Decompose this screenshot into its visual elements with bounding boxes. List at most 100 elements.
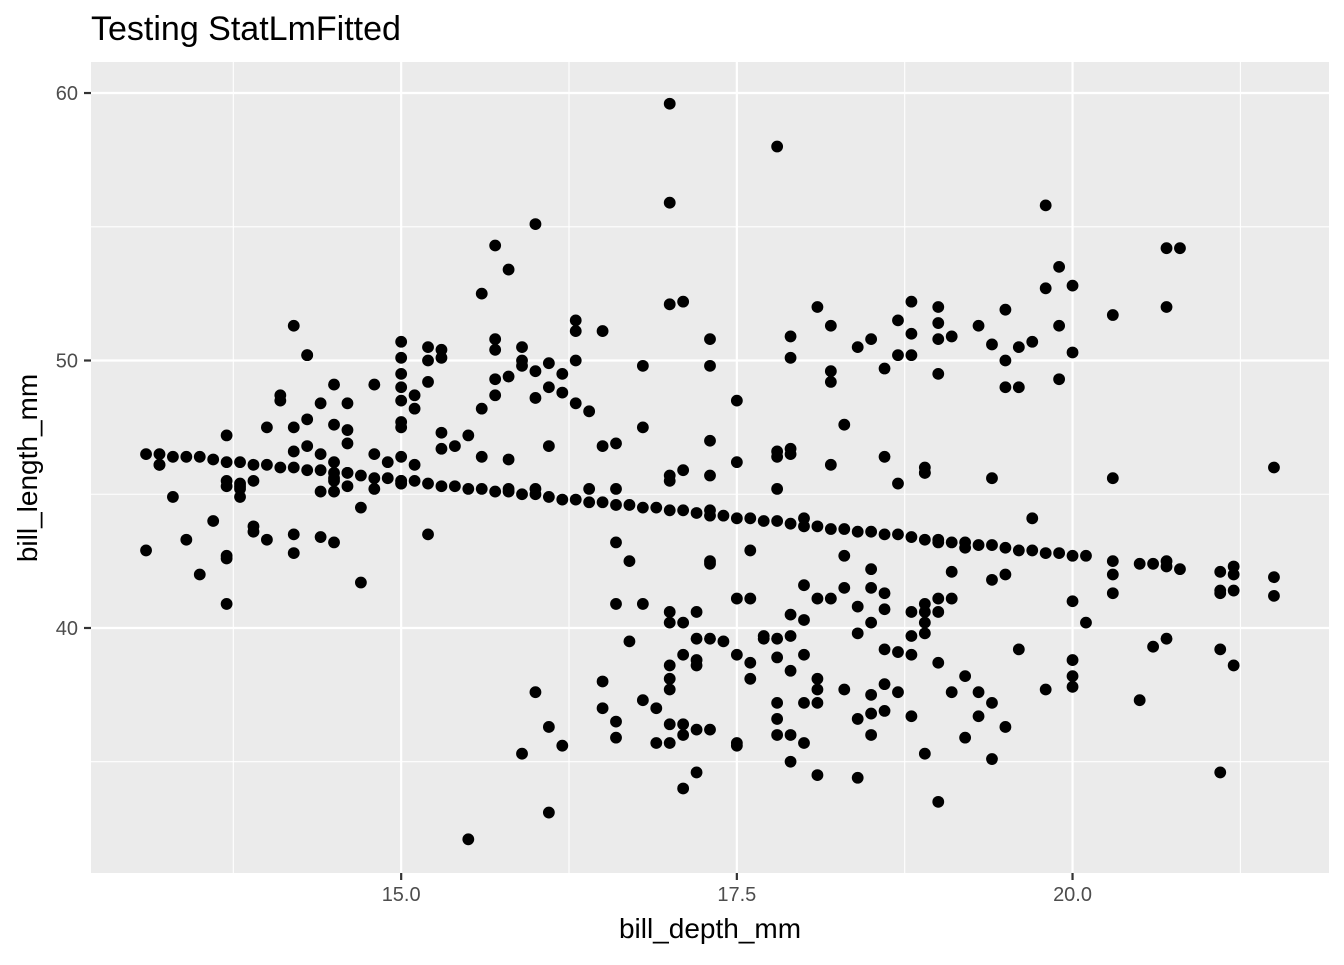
- data-point: [1066, 279, 1079, 292]
- data-point: [220, 598, 233, 610]
- data-point: [999, 568, 1012, 581]
- data-point: [1012, 381, 1025, 394]
- data-point: [824, 376, 837, 388]
- data-point: [838, 418, 851, 431]
- data-point: [1133, 694, 1146, 707]
- data-point: [798, 614, 810, 626]
- data-point: [704, 469, 716, 482]
- data-point: [838, 549, 851, 562]
- fitted-point: [636, 501, 649, 514]
- data-point: [287, 445, 300, 458]
- data-point: [153, 458, 166, 471]
- data-point: [596, 440, 609, 453]
- data-point: [838, 581, 851, 594]
- data-point: [878, 603, 891, 616]
- data-point: [583, 482, 596, 495]
- data-point: [247, 474, 260, 487]
- data-point: [462, 833, 475, 846]
- data-point: [274, 394, 287, 407]
- data-point: [811, 696, 824, 709]
- fitted-point: [395, 474, 408, 487]
- fitted-point: [1039, 547, 1052, 559]
- x-axis-title: bill_depth_mm: [619, 913, 801, 944]
- data-point: [905, 349, 918, 362]
- data-point: [704, 333, 716, 346]
- fitted-point: [730, 512, 743, 525]
- data-point: [905, 327, 918, 340]
- x-tick-label: 20.0: [1053, 884, 1092, 906]
- data-point: [798, 737, 810, 749]
- fitted-point: [153, 448, 166, 461]
- data-point: [341, 424, 354, 436]
- fitted-point: [274, 461, 287, 474]
- data-point: [1106, 472, 1119, 485]
- data-point: [1268, 461, 1280, 474]
- data-point: [972, 710, 985, 723]
- data-point: [959, 670, 972, 683]
- data-point: [569, 354, 582, 367]
- fitted-point: [1080, 549, 1092, 562]
- data-point: [1268, 589, 1280, 602]
- fitted-point: [757, 515, 770, 527]
- fitted-point: [824, 523, 837, 535]
- fitted-point: [811, 520, 824, 533]
- data-point: [945, 565, 958, 578]
- data-point: [986, 573, 998, 586]
- fitted-point: [462, 482, 475, 495]
- fitted-point: [1160, 560, 1173, 573]
- fitted-point: [207, 453, 220, 466]
- data-point: [986, 696, 998, 709]
- data-point: [1147, 640, 1160, 653]
- x-tick-label: 15.0: [382, 884, 421, 906]
- data-point: [1106, 309, 1119, 321]
- fitted-point: [784, 517, 797, 530]
- data-point: [677, 782, 690, 795]
- data-point: [408, 402, 421, 415]
- data-point: [341, 397, 354, 410]
- data-point: [1053, 260, 1066, 273]
- data-point: [999, 721, 1012, 733]
- fitted-point: [771, 515, 784, 527]
- data-point: [1039, 282, 1052, 295]
- fitted-point: [341, 466, 354, 479]
- data-point: [851, 713, 864, 725]
- data-point: [354, 576, 367, 589]
- data-point: [1227, 659, 1240, 672]
- data-point: [287, 421, 300, 434]
- data-point: [717, 635, 730, 648]
- data-point: [1214, 587, 1227, 600]
- data-point: [301, 440, 314, 453]
- data-point: [1066, 595, 1079, 608]
- data-point: [677, 729, 690, 741]
- data-point: [636, 359, 649, 372]
- data-point: [851, 600, 864, 613]
- fitted-point: [301, 464, 314, 477]
- data-point: [932, 795, 945, 808]
- data-point: [811, 672, 824, 685]
- data-point: [435, 351, 448, 364]
- data-point: [502, 453, 515, 466]
- data-point: [542, 721, 555, 733]
- data-point: [650, 702, 663, 715]
- data-point: [972, 319, 985, 332]
- fitted-point: [475, 482, 488, 495]
- data-point: [986, 753, 998, 765]
- data-point: [811, 683, 824, 696]
- data-point: [489, 239, 502, 252]
- fitted-point: [1214, 565, 1227, 578]
- data-point: [314, 485, 327, 498]
- data-point: [623, 635, 636, 648]
- data-point: [865, 616, 878, 629]
- data-point: [610, 437, 622, 450]
- data-point: [422, 354, 434, 367]
- data-point: [999, 354, 1012, 367]
- fitted-point: [704, 509, 716, 522]
- data-point: [663, 683, 676, 696]
- data-point: [918, 616, 931, 629]
- data-point: [247, 525, 260, 538]
- data-point: [1174, 242, 1186, 255]
- data-point: [744, 656, 757, 669]
- fitted-point: [663, 504, 676, 517]
- data-point: [314, 448, 327, 461]
- data-point: [972, 686, 985, 699]
